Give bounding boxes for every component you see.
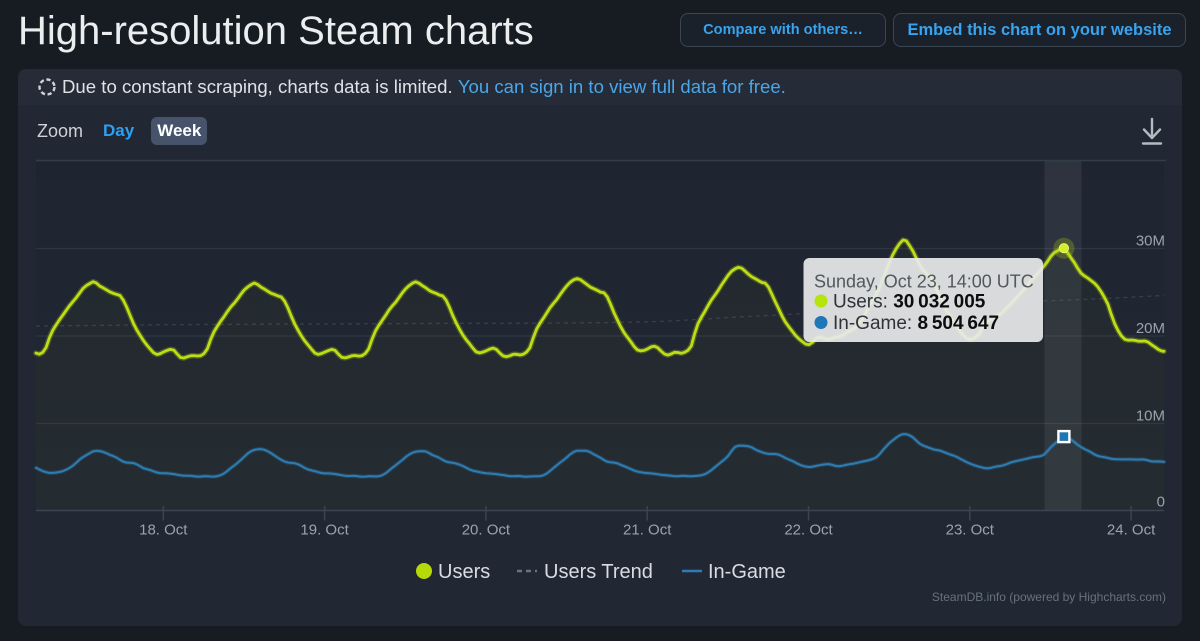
svg-text:0: 0	[1157, 494, 1165, 511]
svg-text:19. Oct: 19. Oct	[300, 522, 349, 539]
svg-text:22. Oct: 22. Oct	[784, 522, 833, 539]
svg-text:20M: 20M	[1136, 320, 1165, 337]
svg-text:SteamDB.info (powered by Highc: SteamDB.info (powered by Highcharts.com)	[932, 590, 1166, 604]
svg-text:In-Game: 8 504 647: In-Game: 8 504 647	[833, 313, 999, 334]
svg-text:Users Trend: Users Trend	[544, 561, 653, 583]
svg-text:30M: 30M	[1136, 233, 1165, 250]
svg-text:In-Game: In-Game	[708, 561, 786, 583]
svg-text:Users: Users	[438, 561, 490, 583]
svg-text:21. Oct: 21. Oct	[623, 522, 672, 539]
svg-text:24. Oct: 24. Oct	[1107, 522, 1156, 539]
svg-text:Users: 30 032 005: Users: 30 032 005	[833, 292, 986, 313]
svg-text:10M: 10M	[1136, 408, 1165, 425]
svg-text:20. Oct: 20. Oct	[462, 522, 511, 539]
svg-text:23. Oct: 23. Oct	[946, 522, 995, 539]
svg-text:Sunday, Oct 23, 14:00 UTC: Sunday, Oct 23, 14:00 UTC	[814, 272, 1034, 292]
svg-text:18. Oct: 18. Oct	[139, 522, 188, 539]
